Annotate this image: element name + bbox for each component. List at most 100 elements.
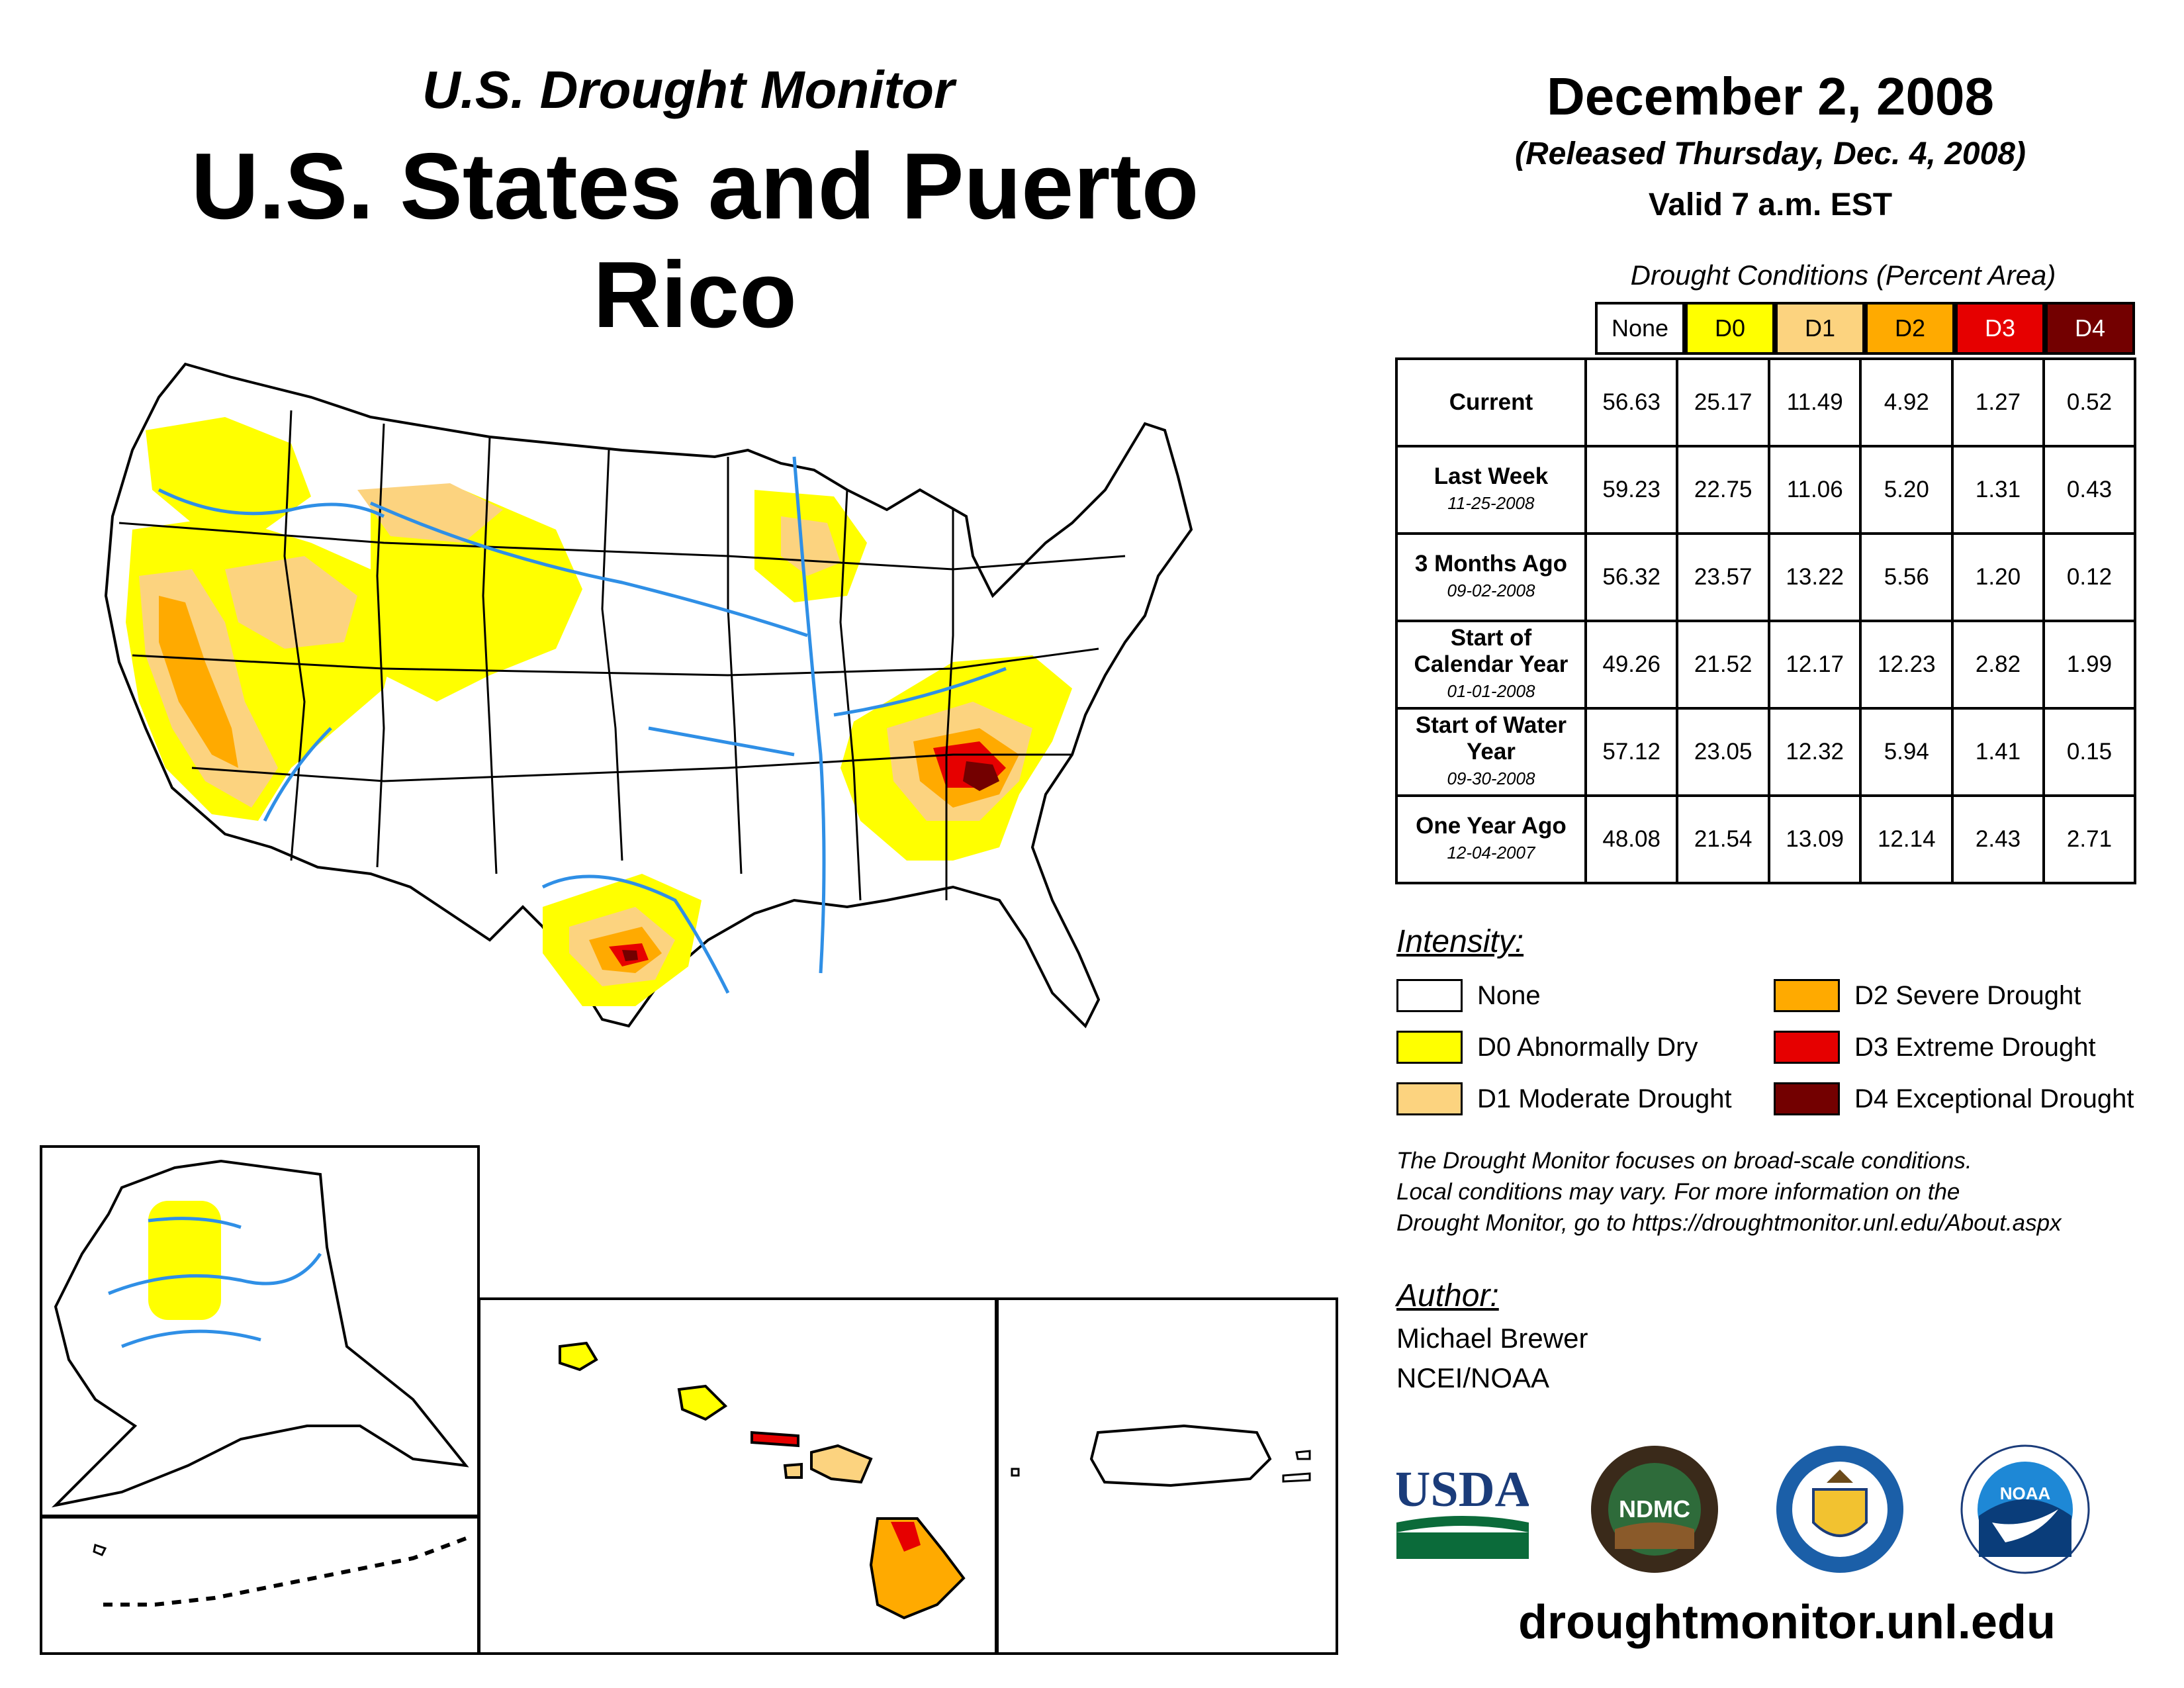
conus-drought-map bbox=[104, 362, 1193, 1029]
table-cell: 0.52 bbox=[2042, 357, 2137, 447]
table-cell: 59.23 bbox=[1584, 445, 1679, 535]
alaska-inset-map bbox=[51, 1159, 469, 1508]
table-cell: 1.41 bbox=[1951, 707, 2045, 797]
row-date: 11-25-2008 bbox=[1447, 493, 1535, 513]
website-url[interactable]: droughtmonitor.unl.edu bbox=[1518, 1596, 2056, 1649]
legend-label: D2 Severe Drought bbox=[1854, 980, 2081, 1010]
table-cell: 5.94 bbox=[1859, 707, 1954, 797]
legend-item-d2: D2 Severe Drought bbox=[1774, 977, 2081, 1014]
table-cell: 2.82 bbox=[1951, 620, 2045, 710]
big-island-d3 bbox=[891, 1522, 921, 1552]
culebra bbox=[1295, 1450, 1311, 1460]
row-label: Last Week bbox=[1433, 463, 1549, 489]
row-label-cell: Current bbox=[1395, 357, 1587, 447]
state-boundaries bbox=[118, 410, 1126, 901]
ndmc-logo: NDMC bbox=[1591, 1446, 1718, 1573]
table-cell: 1.27 bbox=[1951, 357, 2045, 447]
author-name: Michael Brewer bbox=[1396, 1323, 1588, 1354]
table-cell: 2.43 bbox=[1951, 794, 2045, 884]
alaska-outline bbox=[51, 1159, 469, 1508]
alaska-inset-frame bbox=[40, 1145, 480, 1517]
author-organization: NCEI/NOAA bbox=[1396, 1362, 1550, 1393]
table-cell: 56.32 bbox=[1584, 532, 1679, 622]
table-cell: 4.92 bbox=[1859, 357, 1954, 447]
table-cell: 48.08 bbox=[1584, 794, 1679, 884]
d2-region-california bbox=[159, 596, 238, 768]
category-header-row: None D0 D1 D2 D3 D4 bbox=[1595, 302, 2136, 359]
puerto-rico-inset-frame bbox=[996, 1297, 1338, 1655]
legend-label: D1 Moderate Drought bbox=[1477, 1084, 1732, 1113]
legend-item-d0: D0 Abnormally Dry bbox=[1396, 1029, 1698, 1066]
category-header-d3: D3 bbox=[1955, 302, 2045, 355]
map-subtitle: U.S. Drought Monitor bbox=[422, 60, 955, 119]
table-row: Start of Water Year 09-30-2008 57.12 23.05 1… bbox=[1395, 707, 2137, 797]
category-header-d1: D1 bbox=[1775, 302, 1865, 355]
legend-label: D4 Exceptional Drought bbox=[1854, 1084, 2134, 1113]
noaa-logo: NOAA bbox=[1960, 1444, 2090, 1574]
row-label: Start of Calendar Year bbox=[1414, 625, 1569, 677]
table-cell: 11.49 bbox=[1767, 357, 1862, 447]
table-cell: 57.12 bbox=[1584, 707, 1679, 797]
row-label: One Year Ago bbox=[1416, 813, 1567, 839]
note-line: Drought Monitor, go to https://droughtmo… bbox=[1396, 1210, 2062, 1236]
usda-logo: USDA bbox=[1396, 1462, 1529, 1559]
row-date: 09-02-2008 bbox=[1447, 581, 1535, 600]
noaa-logo-text: NOAA bbox=[2000, 1483, 2051, 1503]
pribilof-islands bbox=[93, 1544, 107, 1556]
d0-region-rockies bbox=[371, 490, 582, 702]
table-cell: 12.14 bbox=[1859, 794, 1954, 884]
mona-island bbox=[1011, 1468, 1020, 1477]
table-row: Start of Calendar Year 01-01-2008 49.26 21.… bbox=[1395, 620, 2137, 710]
table-cell: 1.99 bbox=[2042, 620, 2137, 710]
legend-item-d3: D3 Extreme Drought bbox=[1774, 1029, 2096, 1066]
alaska-d0-region bbox=[148, 1201, 221, 1320]
map-title: U.S. States and Puerto Rico bbox=[191, 134, 1199, 348]
row-label-cell: Last Week 11-25-2008 bbox=[1395, 445, 1587, 535]
valid-time: Valid 7 a.m. EST bbox=[1648, 187, 1893, 222]
table-cell: 12.17 bbox=[1767, 620, 1862, 710]
legend-item-d4: D4 Exceptional Drought bbox=[1774, 1080, 2134, 1117]
legend-title: Intensity: bbox=[1396, 924, 1524, 959]
legend-swatch-d2 bbox=[1774, 979, 1840, 1012]
aleutian-inset-map bbox=[93, 1536, 467, 1607]
row-label: Start of Water Year bbox=[1415, 712, 1567, 765]
table-row: One Year Ago 12-04-2007 48.08 21.54 13.09 12.… bbox=[1395, 794, 2137, 884]
hawaii-inset-frame bbox=[478, 1297, 997, 1655]
legend-label: D0 Abnormally Dry bbox=[1477, 1032, 1698, 1062]
table-cell: 11.06 bbox=[1767, 445, 1862, 535]
table-row: Last Week 11-25-2008 59.23 22.75 11.06 5.20 1.… bbox=[1395, 445, 2137, 535]
rivers bbox=[158, 456, 1007, 994]
hawaii-inset-map bbox=[559, 1341, 966, 1620]
aleutian-inset-frame bbox=[40, 1516, 480, 1655]
row-label: Current bbox=[1449, 389, 1533, 415]
category-header-d4: D4 bbox=[2045, 302, 2135, 355]
category-header-none: None bbox=[1595, 302, 1685, 355]
row-label-cell: Start of Water Year 09-30-2008 bbox=[1395, 707, 1587, 797]
kauai bbox=[559, 1341, 598, 1372]
d4-region-southeast bbox=[963, 761, 999, 791]
table-cell: 23.57 bbox=[1676, 532, 1770, 622]
note-line: The Drought Monitor focuses on broad-sca… bbox=[1396, 1148, 1972, 1174]
table-cell: 0.43 bbox=[2042, 445, 2137, 535]
row-label: 3 Months Ago bbox=[1414, 551, 1567, 577]
table-cell: 25.17 bbox=[1676, 357, 1770, 447]
release-date: (Released Thursday, Dec. 4, 2008) bbox=[1515, 136, 2026, 171]
table-cell: 1.31 bbox=[1951, 445, 2045, 535]
table-cell: 49.26 bbox=[1584, 620, 1679, 710]
drought-conditions-table: Current 56.63 25.17 11.49 4.92 1.27 0.52 Last W… bbox=[1395, 357, 2137, 884]
table-cell: 5.20 bbox=[1859, 445, 1954, 535]
table-cell: 13.22 bbox=[1767, 532, 1862, 622]
table-row: Current 56.63 25.17 11.49 4.92 1.27 0.52 bbox=[1395, 357, 2137, 447]
legend-swatch-d0 bbox=[1396, 1031, 1463, 1064]
map-date: December 2, 2008 bbox=[1546, 67, 1994, 126]
table-caption: Drought Conditions (Percent Area) bbox=[1630, 259, 2056, 291]
molokai bbox=[751, 1430, 799, 1448]
oahu bbox=[677, 1384, 728, 1421]
note-line: Local conditions may vary. For more info… bbox=[1396, 1179, 1960, 1205]
row-date: 01-01-2008 bbox=[1447, 681, 1535, 701]
table-cell: 1.20 bbox=[1951, 532, 2045, 622]
author-heading: Author: bbox=[1396, 1278, 1499, 1313]
table-cell: 21.54 bbox=[1676, 794, 1770, 884]
alaska-rivers bbox=[108, 1217, 322, 1348]
legend-swatch-d4 bbox=[1774, 1082, 1840, 1115]
